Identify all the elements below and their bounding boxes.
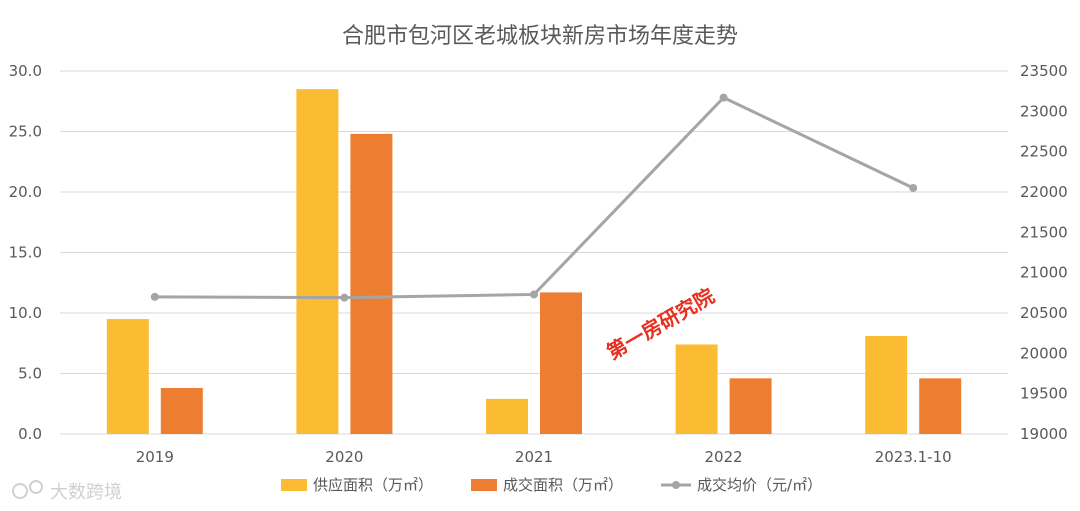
left-tick-label: 30.0 <box>9 62 42 80</box>
right-tick-label: 23500 <box>1020 62 1068 80</box>
price-line <box>150 93 918 302</box>
line-point <box>340 293 349 302</box>
left-tick-label: 15.0 <box>9 244 42 262</box>
bar <box>296 89 339 435</box>
chart-title: 合肥市包河区老城板块新房市场年度走势 <box>342 24 738 49</box>
x-tick-label: 2021 <box>515 448 553 466</box>
left-tick-label: 0.0 <box>18 425 42 443</box>
left-tick-label: 25.0 <box>9 123 42 141</box>
bars <box>106 89 962 435</box>
right-tick-label: 22500 <box>1020 143 1068 161</box>
bar <box>729 378 772 434</box>
right-axis-ticks: 19000 19500 20000 20500 21000 21500 22000 22500… <box>1020 62 1068 443</box>
legend-label: 成交面积（万㎡） <box>503 476 623 494</box>
bar <box>675 344 718 434</box>
bar <box>350 133 393 435</box>
logo-text: 大数跨境 <box>50 482 122 503</box>
right-tick-label: 21500 <box>1020 223 1068 241</box>
series-line <box>154 95 914 300</box>
logo-icon-2 <box>29 480 43 494</box>
bar <box>919 378 962 434</box>
legend-swatch-dot <box>672 481 681 489</box>
logo-icon <box>12 483 28 499</box>
right-tick-label: 19000 <box>1020 425 1068 443</box>
bar <box>486 398 528 434</box>
x-tick-label: 2022 <box>705 448 743 466</box>
line-point <box>530 290 538 299</box>
right-tick-label: 20500 <box>1020 304 1068 322</box>
legend-swatch <box>281 479 307 491</box>
bar <box>106 319 149 434</box>
bar <box>540 292 582 434</box>
left-tick-label: 10.0 <box>9 304 42 322</box>
bar <box>160 388 203 434</box>
x-tick-label: 2019 <box>136 448 174 466</box>
x-axis-ticks: 2019 2020 2021 2022 2023.1-10 <box>136 448 952 466</box>
right-tick-label: 21000 <box>1020 264 1068 282</box>
left-tick-label: 20.0 <box>9 183 42 201</box>
right-tick-label: 19500 <box>1020 385 1068 403</box>
legend-label: 成交均价（元/㎡） <box>697 476 822 494</box>
line-point <box>909 183 918 192</box>
x-tick-label: 2023.1-10 <box>875 448 952 466</box>
gridlines <box>60 70 1008 435</box>
right-tick-label: 20000 <box>1020 344 1068 362</box>
bar <box>865 335 908 434</box>
right-tick-label: 22000 <box>1020 183 1068 201</box>
right-tick-label: 23000 <box>1020 102 1068 120</box>
line-point <box>719 93 728 102</box>
legend: 供应面积（万㎡） 成交面积（万㎡） 成交均价（元/㎡） <box>281 476 822 494</box>
left-tick-label: 5.0 <box>18 365 42 383</box>
line-point <box>150 292 159 301</box>
x-tick-label: 2020 <box>325 448 363 466</box>
left-axis-ticks: 0.0 5.0 10.0 15.0 20.0 25.0 30.0 <box>9 62 42 443</box>
legend-label: 供应面积（万㎡） <box>313 476 433 494</box>
logo: 大数跨境 <box>12 480 122 503</box>
legend-swatch <box>471 479 498 491</box>
